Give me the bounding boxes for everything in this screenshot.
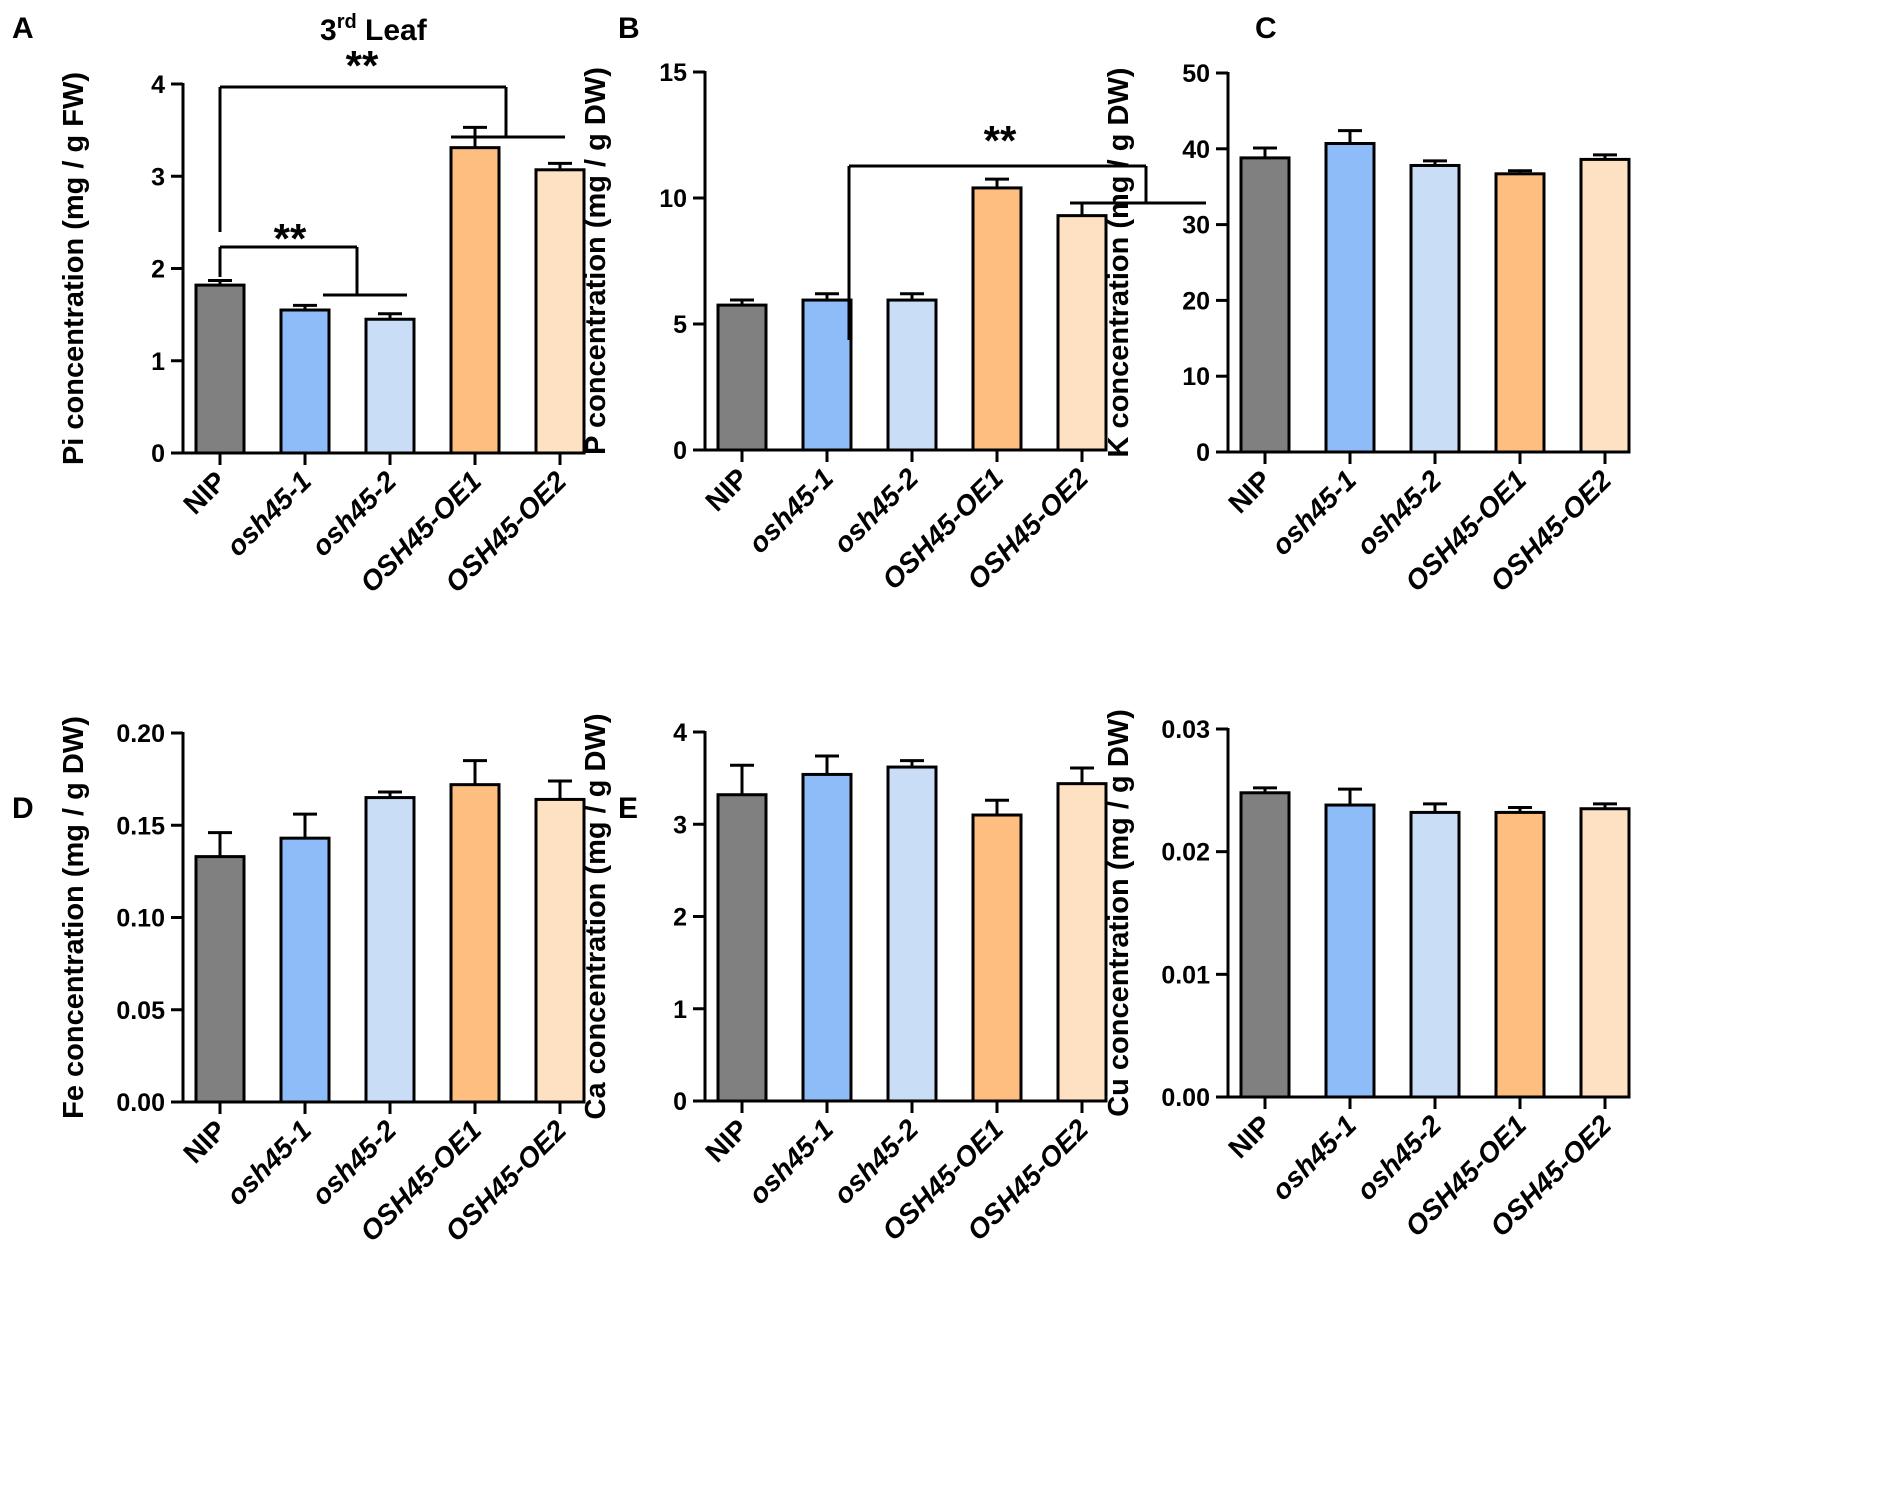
y-tick-label: 0 (673, 437, 687, 465)
y-tick-label: 2 (673, 904, 687, 932)
bar-osh45-oe1 (971, 186, 1023, 452)
y-tick-label: 0 (1196, 439, 1210, 467)
x-tick-label: osh45-1 (1265, 1109, 1362, 1206)
y-tick-label: 0.01 (1161, 961, 1210, 989)
bar-nip (716, 303, 768, 452)
panel-letter: C (1255, 12, 1277, 45)
panel-letter: B (618, 12, 640, 45)
x-tick-label: osh45-1 (220, 1114, 317, 1211)
bar-osh45-1 (279, 836, 331, 1104)
bar-osh45-oe2 (1579, 807, 1631, 1099)
x-tick-label: osh45-1 (742, 462, 839, 559)
bar-osh45-oe2 (534, 168, 586, 455)
bar-osh45-1 (1324, 141, 1376, 454)
bar-osh45-oe1 (449, 783, 501, 1104)
y-tick-label: 0.02 (1161, 839, 1210, 867)
y-tick-label: 0.15 (116, 812, 165, 840)
y-tick-label: 10 (1182, 363, 1210, 391)
x-tick-label: osh45-1 (1265, 464, 1362, 561)
y-tick-label: 0 (673, 1088, 687, 1116)
panel-letter: E (618, 792, 638, 825)
y-tick-label: 0.05 (116, 997, 165, 1025)
y-tick-label: 0.03 (1161, 716, 1210, 744)
bar-osh45-oe2 (1579, 157, 1631, 454)
bar-nip (1239, 791, 1291, 1099)
y-axis-label: Cu concentration (mg / g DW) (1103, 709, 1135, 1117)
x-tick-label: NIP (177, 1114, 232, 1169)
bar-nip (1239, 156, 1291, 454)
y-tick-label: 0 (151, 440, 165, 468)
bar-osh45-oe2 (1056, 214, 1108, 452)
x-tick-label: NIP (699, 462, 754, 517)
panel-e: E 0 1 2 3 4 Ca concentration (mg / g DW) NIPosh… (580, 714, 1108, 1246)
bar-osh45-1 (801, 298, 853, 452)
panel-c: C 0 10 20 30 40 50 K concentration (mg / g DW) N… (1103, 12, 1631, 597)
y-tick-label: 0.00 (1161, 1084, 1210, 1112)
y-axis-label: Fe concentration (mg / g DW) (58, 716, 90, 1119)
y-tick-label: 3 (673, 811, 687, 839)
bar-osh45-oe1 (1494, 172, 1546, 454)
significance-label: ** (984, 117, 1017, 164)
bar-osh45-2 (1409, 163, 1461, 454)
panel-letter: D (12, 792, 34, 825)
bar-osh45-oe2 (1056, 782, 1108, 1103)
y-tick-label: 2 (151, 256, 165, 284)
x-tick-label: osh45-1 (742, 1113, 839, 1210)
y-tick-label: 15 (659, 59, 687, 87)
bar-osh45-2 (886, 765, 938, 1103)
bar-osh45-2 (364, 317, 416, 455)
y-tick-label: 4 (673, 719, 687, 747)
bar-nip (194, 855, 246, 1104)
bar-osh45-oe2 (534, 797, 586, 1104)
y-tick-label: 4 (151, 71, 165, 99)
y-tick-label: 0.00 (116, 1089, 165, 1117)
x-tick-label: NIP (699, 1113, 754, 1168)
x-tick-label: NIP (1222, 1109, 1277, 1164)
bar-osh45-2 (886, 298, 938, 452)
y-axis-label: Pi concentration (mg / g FW) (58, 72, 90, 465)
y-tick-label: 0.20 (116, 720, 165, 748)
y-tick-label: 5 (673, 311, 687, 339)
bar-osh45-2 (364, 796, 416, 1104)
panel-letter: A (12, 12, 34, 45)
x-tick-label: NIP (1222, 464, 1277, 519)
bar-osh45-1 (279, 308, 331, 455)
y-tick-label: 1 (673, 996, 687, 1024)
y-tick-label: 0.10 (116, 905, 165, 933)
y-tick-label: 1 (151, 348, 165, 376)
y-tick-label: 30 (1182, 212, 1210, 240)
y-axis-label: P concentration (mg / g DW) (580, 67, 612, 455)
y-tick-label: 40 (1182, 136, 1210, 164)
chart-title: 3rd Leaf (320, 11, 428, 47)
title-main: 3 (320, 14, 337, 47)
bar-nip (194, 283, 246, 455)
bar-osh45-oe1 (971, 813, 1023, 1103)
panel-a: A 0 1 2 3 4 Pi concentration (mg / g FW) NIPosh… (12, 11, 586, 598)
y-tick-label: 20 (1182, 287, 1210, 315)
bar-osh45-1 (1324, 803, 1376, 1099)
bar-osh45-oe1 (449, 146, 501, 455)
panel-d: D 0.00 0.05 0.10 0.15 0.20 Fe concentration (m… (12, 716, 586, 1247)
title-sup: rd (337, 11, 357, 33)
significance-label: ** (274, 215, 307, 262)
y-tick-label: 3 (151, 163, 165, 191)
x-tick-label: NIP (177, 465, 232, 520)
y-axis-label: K concentration (mg / g DW) (1103, 68, 1135, 458)
y-tick-label: 10 (659, 185, 687, 213)
bar-osh45-2 (1409, 810, 1461, 1099)
y-tick-label: 50 (1182, 60, 1210, 88)
bar-nip (716, 793, 768, 1103)
y-axis-label: Ca concentration (mg / g DW) (580, 714, 612, 1120)
significance-label: ** (346, 42, 379, 89)
title-rest: Leaf (357, 14, 428, 47)
bar-osh45-oe1 (1494, 810, 1546, 1099)
bar-osh45-1 (801, 772, 853, 1103)
x-tick-label: osh45-1 (220, 465, 317, 562)
